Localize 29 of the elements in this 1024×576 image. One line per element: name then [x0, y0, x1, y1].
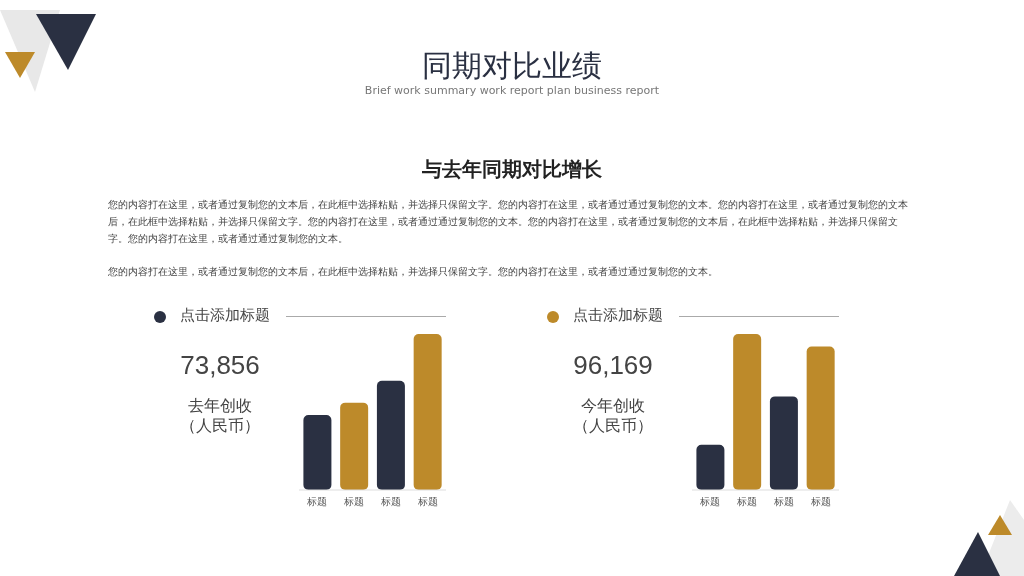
chart-title: 点击添加标题 — [180, 306, 270, 325]
text: 73,856 — [179, 350, 261, 381]
text: 您的内容打在这里，或者通过复制您的文本后，在此框中选择粘贴，并选择只保留文字。您的内容打在这里，或者通过通过复制您的文本。您的内容打在这里，或者通过复制您的文本后，在此框中选择粘贴，并选择只保留文字。您的内容打在这里，或者通过通过复制您的文本。您的内容打在这里，或者通过复制您的文本后，在此框中选择粘贴，并选择只保留文字。您的内容打在这里，或者通过通过复制您的文本。 — [108, 198, 908, 246]
x-tick-label: 标题 — [379, 496, 401, 508]
x-tick-label: 标题 — [343, 496, 365, 508]
bar — [413, 334, 442, 490]
x-tick-label: 标题 — [416, 496, 438, 508]
bar — [769, 396, 798, 490]
bar — [806, 346, 835, 490]
text: （人民币） — [179, 416, 261, 437]
bar — [340, 402, 369, 490]
x-tick-label: 标题 — [306, 496, 328, 508]
bar — [733, 334, 762, 490]
text: 与去年同期对比增长 — [421, 156, 603, 183]
x-tick-label: 标题 — [809, 496, 831, 508]
text: 去年创收 — [187, 396, 253, 417]
bar — [303, 415, 332, 490]
text: Brief work summary work report plan business report — [363, 84, 661, 97]
chart-title: 点击添加标题 — [573, 306, 663, 325]
bar — [376, 380, 405, 490]
text: （人民币） — [572, 416, 654, 437]
text: 今年创收 — [580, 396, 646, 417]
x-tick-label: 标题 — [736, 496, 758, 508]
bar — [696, 444, 725, 490]
x-tick-label: 标题 — [772, 496, 794, 508]
x-tick-label: 标题 — [699, 496, 721, 508]
text: 您的内容打在这里，或者通过复制您的文本后，在此框中选择粘贴，并选择只保留文字。您的内容打在这里，或者通过通过复制您的文本。 — [108, 265, 719, 279]
text: 96,169 — [572, 350, 654, 381]
text: 同期对比业绩 — [422, 48, 602, 83]
